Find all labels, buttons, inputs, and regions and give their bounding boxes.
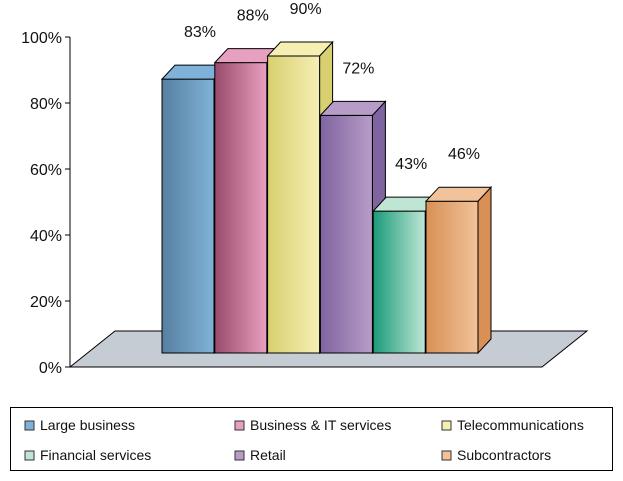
legend: Large business Business & IT services Tele…: [10, 407, 613, 471]
legend-label: Subcontractors: [457, 447, 551, 463]
data-label-financial-services: 43%: [395, 156, 427, 173]
y-tick-label: 60%: [30, 162, 62, 179]
legend-swatch: [441, 420, 452, 431]
data-label-retail: 72%: [342, 60, 374, 77]
legend-box: [10, 407, 613, 471]
data-label-business-and-it-services: 88%: [237, 8, 269, 25]
legend-swatch: [441, 450, 452, 461]
legend-label: Large business: [40, 417, 135, 433]
bar-front-subcontractors: [425, 200, 479, 354]
legend-label: Business & IT services: [250, 417, 391, 433]
legend-item-subcontractors: Subcontractors: [441, 447, 551, 463]
y-tick-label: 40%: [30, 228, 62, 245]
data-label-large-business: 83%: [184, 24, 216, 41]
bar-front-large-business: [161, 78, 215, 354]
data-labels-layer: 83% 88% 90% 72% 43% 46%: [184, 1, 480, 173]
y-axis: 0% 20% 40% 60% 80% 100%: [21, 30, 71, 377]
data-label-telecommunications: 90%: [290, 1, 322, 18]
y-tick-label: 0%: [39, 360, 62, 377]
bar-top-retail: [319, 100, 387, 116]
bar-top-telecommunications: [266, 41, 334, 57]
legend-item-telecommunications: Telecommunications: [441, 417, 584, 433]
bar-subcontractors: [424, 185, 493, 355]
y-tick-label: 20%: [30, 294, 62, 311]
data-label-subcontractors: 46%: [448, 146, 480, 163]
legend-label: Retail: [250, 447, 286, 463]
bars-layer: [160, 40, 493, 355]
legend-label: Financial services: [40, 447, 151, 463]
bar-front-business-and-it-services: [214, 62, 268, 354]
legend-label: Telecommunications: [457, 417, 584, 433]
bar-front-financial-services: [372, 210, 426, 354]
bar-top-subcontractors: [424, 186, 493, 202]
legend-item-large-business: Large business: [24, 417, 135, 433]
legend-item-business-and-it-services: Business & IT services: [234, 417, 391, 433]
legend-swatch: [234, 420, 245, 431]
legend-item-financial-services: Financial services: [24, 447, 151, 463]
bar-front-telecommunications: [267, 55, 321, 354]
legend-swatch: [24, 420, 35, 431]
y-tick-label: 100%: [21, 30, 62, 47]
legend-swatch: [234, 450, 245, 461]
bar-front-retail: [319, 114, 373, 354]
bar-side-subcontractors: [477, 185, 492, 355]
legend-item-retail: Retail: [234, 447, 286, 463]
y-tick-label: 80%: [30, 96, 62, 113]
legend-swatch: [24, 450, 35, 461]
